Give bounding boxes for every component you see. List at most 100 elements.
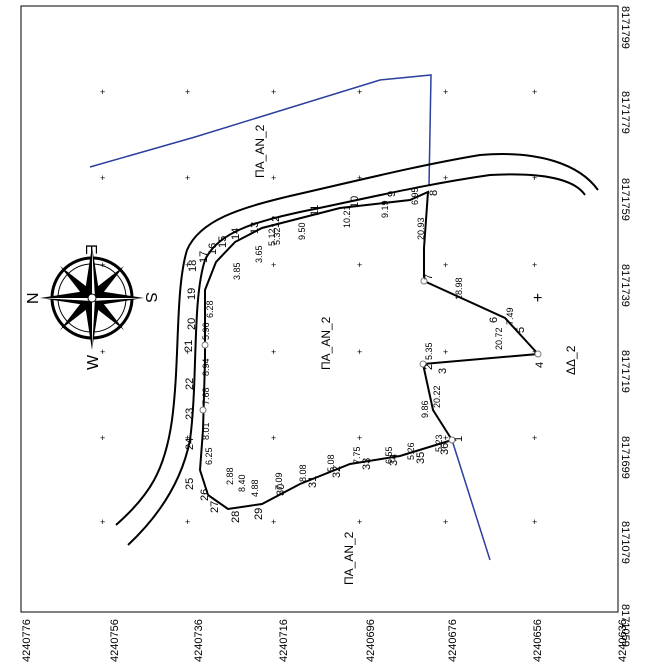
grid-cross: + xyxy=(100,433,105,443)
vertex-label: 8 xyxy=(428,190,440,196)
plus-marker: + xyxy=(533,290,542,307)
road-line-south xyxy=(451,439,491,561)
vertex-label: 6 xyxy=(488,317,500,323)
segment-length-label: 3.65 xyxy=(254,245,264,263)
segment-length-label: 5.96 xyxy=(201,322,211,340)
right-axis-label: 8171719 xyxy=(619,350,631,393)
vertex-label: 28 xyxy=(230,511,242,523)
bottom-axis-label: 4240676 xyxy=(447,619,459,662)
grid-cross: + xyxy=(443,87,448,97)
grid-cross: + xyxy=(271,517,276,527)
grid-cross: + xyxy=(357,260,362,270)
bottom-axis-label: 4240736 xyxy=(193,619,205,662)
right-axis-label: 8171739 xyxy=(619,264,631,307)
grid-cross: + xyxy=(532,517,537,527)
bottom-axis-label: 4240716 xyxy=(278,619,290,662)
grid-cross: + xyxy=(185,433,190,443)
grid-cross: + xyxy=(357,517,362,527)
segment-length-label: 7.49 xyxy=(505,307,515,325)
segment-length-label: 4.88 xyxy=(250,479,260,497)
vertex-label: 25 xyxy=(184,478,196,490)
grid-cross: + xyxy=(532,260,537,270)
zone-label-top: ΠΑ_ΑΝ_2 xyxy=(253,124,267,178)
zone-label-bottom: ΠΑ_ΑΝ_2 xyxy=(342,531,356,585)
vertex-label: 15 xyxy=(217,236,229,248)
vertex-label: 4 xyxy=(534,362,546,368)
vertex-label: 29 xyxy=(253,508,265,520)
vertex-label: 9 xyxy=(386,191,398,197)
vertex-label: 14 xyxy=(230,228,242,240)
grid-cross: + xyxy=(100,173,105,183)
segment-length-label: 5.23 xyxy=(434,434,444,452)
vertex-marker xyxy=(419,360,427,368)
vertex-label: 31 xyxy=(307,476,319,488)
vertex-marker xyxy=(199,406,207,414)
segment-length-label: 6.95 xyxy=(410,187,420,205)
grid-cross: + xyxy=(357,173,362,183)
vertex-label: 36 xyxy=(439,443,451,455)
grid-cross: + xyxy=(271,347,276,357)
segment-length-label: 8.01 xyxy=(201,422,211,440)
segment-length-label: 8.94 xyxy=(201,358,211,376)
vertex-label: 34 xyxy=(388,454,400,466)
vertex-marker xyxy=(420,277,428,285)
grid-cross: + xyxy=(443,347,448,357)
segment-length-label: 6.25 xyxy=(204,447,214,465)
right-axis-labels: 8171799 8171779 8171759 8171739 8171719 81716… xyxy=(619,6,631,647)
vertex-label: 13 xyxy=(249,222,261,234)
grid-cross: + xyxy=(185,260,190,270)
vertex-label: 35 xyxy=(415,452,427,464)
vertex-label: 2 xyxy=(423,364,435,370)
grid-cross: + xyxy=(100,517,105,527)
road-line-north xyxy=(89,74,432,187)
right-axis-label: 8171779 xyxy=(619,91,631,134)
vertex-label: 27 xyxy=(209,501,221,513)
segment-length-label: 6.28 xyxy=(205,300,215,318)
vertex-label: 30 xyxy=(275,484,287,496)
vertex-marker xyxy=(448,436,456,444)
segment-length-label: 5.35 xyxy=(424,342,434,360)
segment-length-label: 8.40 xyxy=(237,474,247,492)
compass-rose-icon: N E S W xyxy=(25,244,159,370)
grid-cross: + xyxy=(532,87,537,97)
grid-cross: + xyxy=(443,260,448,270)
bottom-axis-label: 4240656 xyxy=(532,619,544,662)
segment-length-label: 9.50 xyxy=(297,222,307,240)
grid-cross: + xyxy=(357,87,362,97)
segment-length-label: 5.12 xyxy=(267,228,277,246)
vertex-label: 22 xyxy=(184,378,196,390)
grid-crosses: + + + + + + + + + + + + + + + + + + + + + + + + + + + + + + + + + + + + xyxy=(100,87,537,527)
grid-cross: + xyxy=(443,173,448,183)
grid-cross: + xyxy=(357,433,362,443)
vertex-label: 23 xyxy=(184,408,196,420)
grid-cross: + xyxy=(443,517,448,527)
segment-length-label: 20.72 xyxy=(494,327,504,350)
grid-cross: + xyxy=(532,173,537,183)
segment-length-label: 10.21 xyxy=(342,205,352,228)
grid-cross: + xyxy=(271,173,276,183)
segment-length-label: 7.75 xyxy=(352,446,362,464)
vertex-marker xyxy=(201,341,209,349)
vertex-label: 3 xyxy=(437,368,449,374)
vertex-label: 18 xyxy=(187,260,199,272)
grid-cross: + xyxy=(532,433,537,443)
right-axis-label: 8171699 xyxy=(619,436,631,479)
bottom-axis-label: 4240776 xyxy=(21,619,33,662)
grid-cross: + xyxy=(100,347,105,357)
vertex-label: 12 xyxy=(270,216,282,228)
segment-length-label: 7.68 xyxy=(201,387,211,405)
compass-w: W xyxy=(85,354,102,370)
grid-cross: + xyxy=(185,347,190,357)
segment-length-label: 7.09 xyxy=(274,472,284,490)
vertex-marker xyxy=(534,350,542,358)
segment-length-label: 20.93 xyxy=(416,217,426,240)
vertex-label: 1 xyxy=(453,436,465,442)
segment-length-label: 9.86 xyxy=(420,400,430,418)
grid-cross: + xyxy=(271,260,276,270)
compass-n: N xyxy=(25,292,42,304)
vertex-label: 32 xyxy=(331,466,343,478)
segment-length-label: 9.19 xyxy=(380,200,390,218)
grid-cross: + xyxy=(532,347,537,357)
vertex-label: 17 xyxy=(198,251,210,263)
bottom-axis-label: 4240636 xyxy=(617,619,629,662)
